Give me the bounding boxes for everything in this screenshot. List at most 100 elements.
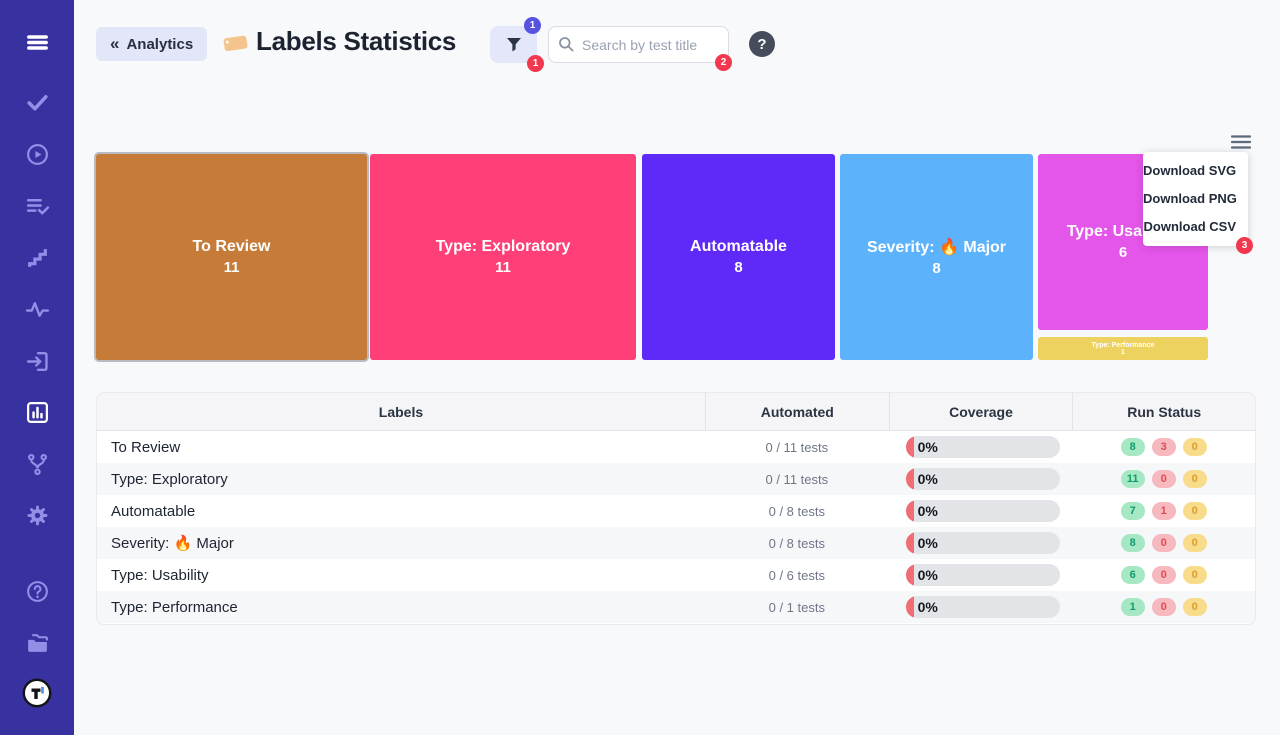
- table-row: Type: Usability 0 / 6 tests 0% 6 0 0: [97, 559, 1255, 591]
- treemap-block[interactable]: Automatable 8: [642, 154, 835, 360]
- menu-icon[interactable]: [23, 28, 51, 56]
- chart-menu-icon: [1231, 135, 1251, 149]
- coverage-percent: 0%: [917, 503, 938, 519]
- coverage-cell: 0%: [889, 532, 1073, 554]
- coverage-bar: 0%: [905, 596, 1060, 618]
- annotation-badge-1: 1: [527, 55, 544, 72]
- treemap-block-value: 6: [1118, 244, 1128, 261]
- activity-icon[interactable]: [23, 295, 51, 323]
- chart-menu-button[interactable]: [1229, 132, 1253, 152]
- passed-badge: 7: [1120, 502, 1145, 520]
- treemap-block-value: 8: [734, 259, 743, 276]
- passed-badge: 11: [1120, 470, 1145, 488]
- search-box: 2: [548, 26, 732, 71]
- failed-badge: 0: [1151, 598, 1176, 616]
- folder-icon[interactable]: [23, 629, 51, 657]
- run-status-cell: 7 1 0: [1072, 502, 1255, 520]
- failed-badge: 1: [1151, 502, 1176, 520]
- automated-cell: 0 / 8 tests: [768, 535, 825, 551]
- coverage-percent: 0%: [917, 567, 938, 583]
- search-icon: [559, 37, 574, 52]
- skipped-badge: 0: [1182, 598, 1207, 616]
- skipped-badge: 0: [1182, 566, 1207, 584]
- label-cell: Type: Usability: [111, 566, 209, 584]
- menu-item-download-svg[interactable]: Download SVG: [1143, 163, 1237, 178]
- filter-button[interactable]: 1 1: [490, 17, 544, 72]
- coverage-bar-fill: [905, 468, 914, 490]
- treemap-block[interactable]: To Review 11: [96, 154, 367, 360]
- coverage-bar-fill: [905, 436, 914, 458]
- treemap-chart: To Review 11 Type: Exploratory 11 Automa…: [96, 154, 1208, 360]
- passed-badge: 1: [1120, 598, 1145, 616]
- coverage-cell: 0%: [889, 436, 1073, 458]
- coverage-bar-fill: [905, 564, 914, 586]
- skipped-badge: 0: [1182, 438, 1207, 456]
- column-header-run-status: Run Status: [1072, 393, 1255, 430]
- run-status-cell: 6 0 0: [1072, 566, 1255, 584]
- table-row: To Review 0 / 11 tests 0% 8 3 0: [97, 431, 1255, 463]
- treemap-block-value: 11: [495, 259, 511, 276]
- column-header-labels: Labels: [378, 403, 424, 420]
- annotation-badge-3: 3: [1236, 237, 1253, 254]
- import-icon[interactable]: [23, 347, 51, 375]
- passed-badge: 8: [1120, 438, 1145, 456]
- skipped-badge: 0: [1182, 470, 1207, 488]
- label-cell: To Review: [111, 438, 181, 456]
- skipped-badge: 0: [1182, 534, 1207, 552]
- column-header-automated: Automated: [704, 393, 889, 430]
- gear-icon[interactable]: [23, 501, 51, 529]
- automated-cell: 0 / 11 tests: [765, 471, 829, 487]
- treemap-block[interactable]: Severity: 🔥 Major 8: [840, 154, 1033, 360]
- treemap-block-label: Type: Performance: [1091, 341, 1155, 349]
- steps-icon[interactable]: [23, 244, 51, 272]
- treemap-block[interactable]: Type: Performance 1: [1038, 337, 1208, 360]
- table-row: Severity: 🔥 Major 0 / 8 tests 0% 8 0 0: [97, 527, 1255, 559]
- coverage-bar-fill: [905, 532, 914, 554]
- app-logo[interactable]: [22, 678, 52, 708]
- coverage-percent: 0%: [917, 439, 938, 455]
- passed-badge: 6: [1120, 566, 1145, 584]
- table-row: Type: Exploratory 0 / 11 tests 0% 11 0 0: [97, 463, 1255, 495]
- analytics-back-button[interactable]: « Analytics: [96, 27, 208, 61]
- label-cell: Type: Exploratory: [111, 470, 228, 488]
- column-header-coverage: Coverage: [888, 393, 1073, 430]
- filter-count-badge: 1: [524, 17, 541, 34]
- passed-badge: 8: [1120, 534, 1145, 552]
- list-check-icon[interactable]: [23, 192, 51, 220]
- run-status-cell: 8 3 0: [1072, 438, 1255, 456]
- help-button[interactable]: ?: [749, 31, 775, 57]
- coverage-bar: 0%: [905, 436, 1060, 458]
- annotation-badge-2: 2: [715, 54, 732, 71]
- treemap-block[interactable]: Type: Exploratory 11: [370, 154, 636, 360]
- back-button-label: Analytics: [126, 35, 194, 53]
- menu-item-download-csv[interactable]: Download CSV: [1143, 219, 1236, 234]
- menu-item-download-png[interactable]: Download PNG: [1143, 191, 1237, 206]
- bar-chart-icon[interactable]: [23, 398, 51, 426]
- help-circle-icon[interactable]: [23, 577, 51, 605]
- failed-badge: 0: [1151, 470, 1176, 488]
- automated-cell: 0 / 11 tests: [765, 439, 829, 455]
- table-row: Automatable 0 / 8 tests 0% 7 1 0: [97, 495, 1255, 527]
- treemap-block-label: Type: Exploratory: [435, 238, 571, 255]
- sidebar: [0, 0, 74, 735]
- coverage-bar: 0%: [905, 500, 1060, 522]
- coverage-percent: 0%: [917, 599, 938, 615]
- coverage-bar: 0%: [905, 468, 1060, 490]
- coverage-cell: 0%: [889, 500, 1073, 522]
- treemap-block-value: 1: [1121, 348, 1125, 356]
- run-status-cell: 8 0 0: [1072, 534, 1255, 552]
- run-status-cell: 11 0 0: [1072, 470, 1255, 488]
- coverage-bar: 0%: [905, 564, 1060, 586]
- check-icon[interactable]: [23, 88, 51, 116]
- coverage-bar-fill: [905, 500, 914, 522]
- table-row: Type: Performance 0 / 1 tests 0% 1 0 0: [97, 591, 1255, 623]
- play-circle-icon[interactable]: [23, 140, 51, 168]
- failed-badge: 0: [1151, 534, 1176, 552]
- chevron-left-icon: «: [110, 33, 120, 53]
- label-cell: Automatable: [111, 502, 196, 520]
- search-input[interactable]: [548, 26, 729, 63]
- coverage-cell: 0%: [889, 596, 1073, 618]
- automated-cell: 0 / 8 tests: [768, 503, 825, 519]
- branch-icon[interactable]: [23, 450, 51, 478]
